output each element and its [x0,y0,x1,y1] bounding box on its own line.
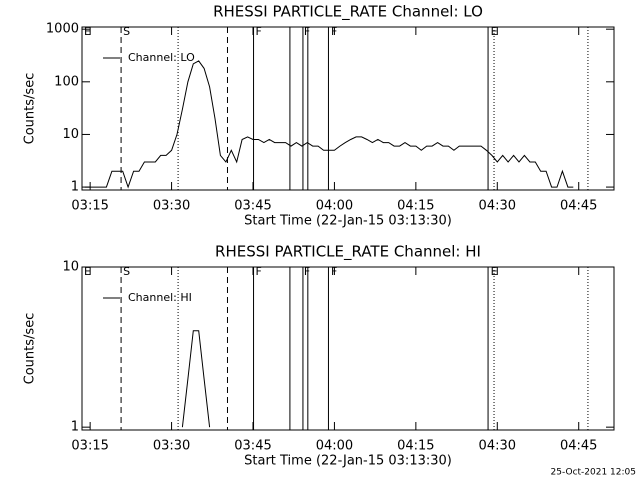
y-axis-label: Counts/sec [23,313,38,385]
x-tick-label: 04:30 [479,199,516,214]
flag-label: E [84,25,91,38]
y-tick-label: 10 [62,260,79,275]
x-tick-label: 03:30 [153,199,190,214]
x-tick-label: 03:15 [71,199,108,214]
timestamp: 25-Oct-2021 12:05 [551,468,636,478]
y-tick-label: 1 [71,180,79,195]
flag-label: F [304,265,310,278]
flag-label: F [256,25,262,38]
x-axis-label: Start Time (22-Jan-15 03:13:30) [244,454,452,469]
flag-label: F [331,25,337,38]
plot-frame [81,26,615,191]
x-tick-label: 04:15 [397,439,434,454]
x-axis-label: Start Time (22-Jan-15 03:13:30) [244,214,452,229]
y-axis-label: Counts/sec [23,73,38,145]
x-tick-label: 03:30 [153,439,190,454]
legend-label: Channel: LO [128,51,195,64]
chart-title: RHESSI PARTICLE_RATE Channel: HI [215,243,481,262]
flag-label: E [491,25,498,38]
y-tick-label: 10 [62,127,79,142]
x-tick-label: 04:45 [560,439,597,454]
flag-label: S [123,265,130,278]
flag-label: F [304,25,310,38]
x-tick-label: 04:30 [479,439,516,454]
x-tick-label: 04:45 [560,199,597,214]
x-tick-label: 04:15 [397,199,434,214]
flag-label: E [84,265,91,278]
legend-label: Channel: HI [128,291,192,304]
y-tick-label: 100 [54,74,79,89]
flag-label: F [331,265,337,278]
x-tick-label: 04:00 [316,439,353,454]
data-line [181,330,211,428]
flag-label: F [256,265,262,278]
x-tick-label: 03:45 [234,199,271,214]
y-tick-label: 1 [71,420,79,435]
x-tick-label: 03:15 [71,439,108,454]
y-tick-label: 1000 [46,22,79,37]
chart-title: RHESSI PARTICLE_RATE Channel: LO [213,3,483,22]
data-line [84,60,574,189]
plot-frame [81,266,615,431]
x-tick-label: 03:45 [234,439,271,454]
x-tick-label: 04:00 [316,199,353,214]
flag-label: S [123,25,130,38]
flag-label: E [491,265,498,278]
